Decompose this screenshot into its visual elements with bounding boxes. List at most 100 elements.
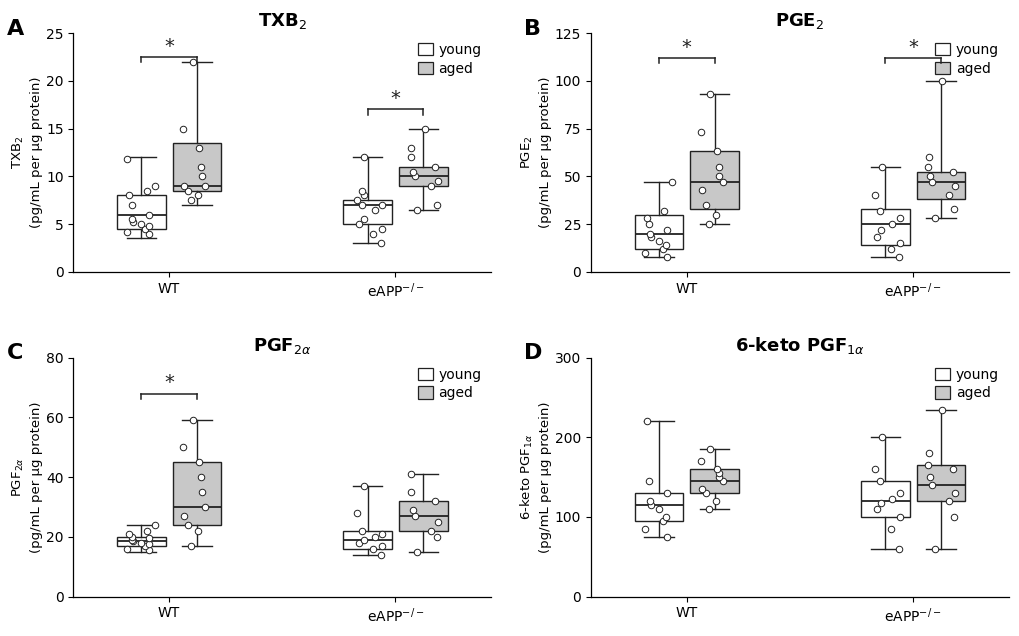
Point — [365, 544, 381, 554]
Bar — [342, 531, 391, 549]
Y-axis label: TXB$_2$
(pg/mL per μg protein): TXB$_2$ (pg/mL per μg protein) — [11, 77, 43, 228]
Point — [132, 219, 149, 229]
Point — [655, 205, 672, 216]
Point — [403, 469, 419, 480]
Point — [416, 123, 432, 134]
Point — [944, 167, 960, 177]
Legend: young, aged: young, aged — [415, 365, 484, 403]
Point — [700, 219, 716, 229]
Point — [923, 480, 940, 490]
Point — [429, 176, 445, 186]
Point — [374, 529, 390, 539]
Bar — [634, 493, 683, 521]
Point — [182, 541, 199, 551]
Point — [124, 214, 141, 225]
Point — [933, 404, 950, 415]
Point — [636, 524, 652, 534]
Bar — [690, 469, 739, 493]
Point — [137, 541, 153, 551]
Point — [919, 152, 935, 162]
Point — [354, 200, 370, 210]
Point — [405, 167, 421, 177]
Point — [403, 152, 419, 162]
Point — [642, 232, 658, 242]
Point — [428, 200, 444, 210]
Point — [125, 536, 142, 546]
Point — [658, 251, 675, 261]
Point — [409, 205, 425, 215]
Point — [366, 532, 382, 542]
Point — [427, 162, 443, 172]
Point — [700, 504, 716, 514]
Point — [355, 535, 371, 545]
Point — [351, 538, 367, 548]
Point — [141, 533, 157, 543]
Title: 6-keto PGF$_{1\alpha}$: 6-keto PGF$_{1\alpha}$ — [735, 335, 864, 356]
Point — [119, 226, 136, 237]
Point — [641, 496, 657, 506]
Y-axis label: PGF$_{2\alpha}$
(pg/mL per μg protein): PGF$_{2\alpha}$ (pg/mL per μg protein) — [11, 401, 43, 553]
Point — [356, 190, 372, 200]
Point — [891, 488, 907, 498]
Point — [141, 221, 157, 231]
Bar — [860, 481, 909, 517]
Point — [182, 195, 199, 205]
Point — [636, 247, 652, 258]
Text: *: * — [164, 373, 174, 392]
Point — [708, 464, 725, 474]
Point — [123, 532, 140, 542]
Point — [176, 181, 193, 191]
Point — [873, 162, 890, 172]
Point — [403, 487, 419, 497]
Point — [184, 415, 201, 425]
Point — [366, 205, 382, 215]
Text: A: A — [6, 18, 23, 39]
Point — [657, 488, 674, 498]
Text: *: * — [164, 37, 174, 56]
Point — [423, 526, 439, 536]
Point — [921, 472, 937, 482]
Bar — [916, 172, 964, 199]
Point — [139, 186, 155, 196]
Point — [714, 177, 731, 187]
Point — [638, 417, 654, 427]
Point — [650, 504, 666, 514]
Point — [409, 547, 425, 557]
Bar — [117, 195, 165, 229]
Point — [194, 487, 210, 497]
Point — [141, 209, 157, 219]
Point — [191, 142, 207, 153]
Point — [868, 232, 884, 242]
Point — [654, 244, 671, 254]
Point — [175, 123, 192, 134]
Point — [121, 190, 138, 200]
Point — [710, 472, 727, 482]
Point — [119, 544, 136, 554]
Point — [925, 544, 942, 554]
Point — [658, 532, 675, 542]
Point — [197, 181, 213, 191]
Point — [868, 504, 884, 514]
Point — [146, 520, 162, 530]
Point — [190, 526, 206, 536]
Point — [356, 152, 372, 162]
Point — [429, 517, 445, 527]
Point — [946, 181, 962, 191]
Point — [883, 494, 900, 504]
Point — [137, 224, 153, 234]
Point — [123, 200, 140, 210]
Point — [710, 171, 727, 181]
Point — [118, 154, 135, 164]
Text: D: D — [524, 343, 542, 364]
Point — [427, 496, 443, 506]
Bar — [117, 537, 165, 546]
Point — [865, 190, 881, 200]
Point — [921, 171, 937, 181]
Point — [175, 442, 192, 452]
Point — [873, 432, 890, 443]
Point — [642, 500, 658, 510]
Point — [891, 213, 907, 223]
Point — [125, 217, 142, 227]
Text: B: B — [524, 18, 541, 39]
Bar — [634, 214, 683, 249]
